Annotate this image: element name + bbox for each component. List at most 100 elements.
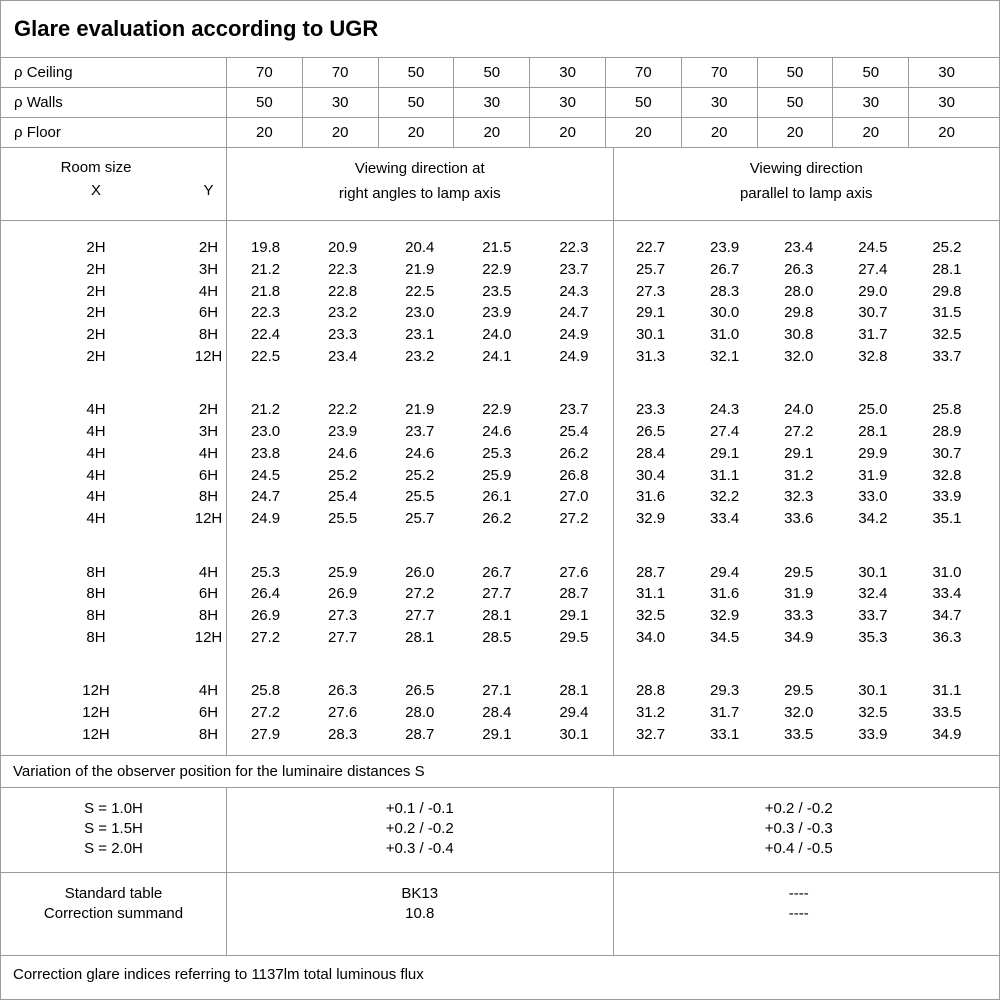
ugr-value: 22.8 [328,282,358,300]
ugr-value: 33.6 [784,509,814,527]
ugr-value: 30.1 [858,682,888,700]
parallel-header: Viewing direction parallel to lamp axis [612,148,1000,220]
room-size-row: 2H 6H [1,302,226,324]
ugr-value: 27.2 [250,628,281,646]
ugr-value: 25.7 [635,261,666,279]
room-size-row: 8H 12H [1,626,226,648]
reflectance-row-label: ρ Walls [14,94,63,111]
ugr-row-parallel: 28.4 29.1 29.1 29.9 30.7 [614,443,985,465]
ugr-value: 29.8 [784,304,814,322]
ugr-value: 19.8 [250,239,281,257]
ugr-value: 24.5 [858,239,888,257]
s-distance-label: S = 1.0H [84,800,143,817]
reflectance-row-label: ρ Ceiling [14,64,73,81]
ugr-value: 28.3 [710,282,740,300]
ugr-value: 25.3 [482,444,512,462]
ugr-value: 22.3 [328,261,358,279]
ugr-value: 25.9 [482,466,512,484]
room-y-value: 6H [198,466,219,484]
ugr-value: 21.9 [405,261,435,279]
ugr-row-parallel: 25.7 26.7 26.3 27.4 28.1 [614,259,985,281]
ugr-value: 30.4 [635,466,666,484]
reflectance-value: 20 [301,118,378,147]
ugr-value: 25.9 [328,563,358,581]
ugr-value: 27.4 [858,261,888,279]
ugr-value: 30.0 [710,304,740,322]
ugr-value: 33.4 [710,509,740,527]
ugr-row-right-angles: 23.0 23.9 23.7 24.6 25.4 [227,421,613,443]
ugr-value: 21.5 [482,239,512,257]
ugr-value: 32.4 [858,585,888,603]
room-x-value: 12H [82,704,110,722]
reflectance-value: 20 [680,118,757,147]
ugr-value: 27.2 [250,704,281,722]
room-y-value: 8H [198,488,219,506]
ugr-value: 33.7 [858,606,888,624]
ugr-value: 26.4 [250,585,281,603]
ugr-value: 21.2 [250,261,281,279]
ugr-value: 26.7 [482,563,512,581]
ugr-value: 32.5 [858,704,888,722]
room-y-value: 6H [198,704,219,722]
ugr-row-parallel: 27.3 28.3 28.0 29.0 29.8 [614,280,985,302]
room-size-group: 12H 4H 12H 6H 12H 8H [1,680,226,745]
s-right-angles-value: +0.1 / -0.1 [385,800,454,817]
room-y-value: 8H [198,326,219,344]
ugr-value: 24.6 [328,444,358,462]
summary-label-column: Standard table Correction summand [1,873,226,955]
ugr-value: 33.0 [858,488,888,506]
room-size-row: 2H 2H [1,237,226,259]
ugr-value: 25.4 [559,423,589,441]
parallel-header-line1: Viewing direction [749,160,863,177]
ugr-value: 33.4 [932,585,962,603]
s-right-angles-value: +0.2 / -0.2 [385,820,454,837]
ugr-value: 30.1 [858,563,888,581]
reflectance-value: 30 [453,88,529,117]
ugr-value: 34.9 [932,725,962,743]
ugr-value: 31.2 [784,466,814,484]
ugr-value: 27.6 [328,704,358,722]
reflectance-value: 50 [377,88,454,117]
ugr-row-right-angles: 21.2 22.3 21.9 22.9 23.7 [227,259,613,281]
ugr-value: 28.5 [482,628,512,646]
ugr-value: 25.4 [328,488,358,506]
ugr-value: 28.4 [635,444,666,462]
ugr-value: 24.6 [405,444,435,462]
ugr-data-area: 2H 2H 2H 3H 2H 4H 2H 6H 2H 8H 2H 12H 4H 2H 4H 3H 4H 4H 4H 6… [1,221,999,756]
summary-right-angles-value: 10.8 [405,905,435,922]
ugr-value: 27.3 [328,606,358,624]
ugr-value: 32.5 [635,606,666,624]
ugr-value: 25.8 [932,401,962,419]
room-x-value: 8H [86,606,106,624]
reflectance-value: 20 [605,118,681,147]
ugr-value: 23.9 [482,304,512,322]
ugr-value: 22.7 [635,239,666,257]
room-size-row: 4H 12H [1,508,226,530]
reflectance-value: 50 [453,58,529,87]
ugr-value: 23.0 [405,304,435,322]
ugr-value: 27.2 [784,423,814,441]
summary-parallel-column: ---- ---- [612,873,1000,955]
ugr-value: 32.0 [784,704,814,722]
reflectance-value: 70 [226,58,302,87]
reflectance-value: 30 [301,88,378,117]
reflectance-value: 50 [226,88,302,117]
ugr-value: 26.8 [559,466,589,484]
ugr-value: 34.2 [858,509,888,527]
reflectance-value: 70 [605,58,681,87]
room-x-value: 2H [86,261,106,279]
ugr-value: 25.2 [328,466,358,484]
room-size-row: 2H 3H [1,259,226,281]
ugr-value: 28.7 [405,725,435,743]
ugr-value: 33.5 [784,725,814,743]
room-size-row: 2H 12H [1,345,226,367]
room-y-value: 4H [198,563,219,581]
ugr-value: 32.1 [710,347,740,365]
room-size-group: 8H 4H 8H 6H 8H 8H 8H 12H [1,561,226,648]
reflectance-value: 20 [908,118,984,147]
summary-parallel-value: ---- [788,905,809,922]
s-right-angles-value: +0.3 / -0.4 [385,840,454,857]
ugr-values-group-parallel: 28.7 29.4 29.5 30.1 31.0 31.1 31.6 31.9 32.4 33.4… [614,561,985,648]
room-x-value: 8H [86,628,106,646]
ugr-row-parallel: 32.7 33.1 33.5 33.9 34.9 [614,723,985,745]
